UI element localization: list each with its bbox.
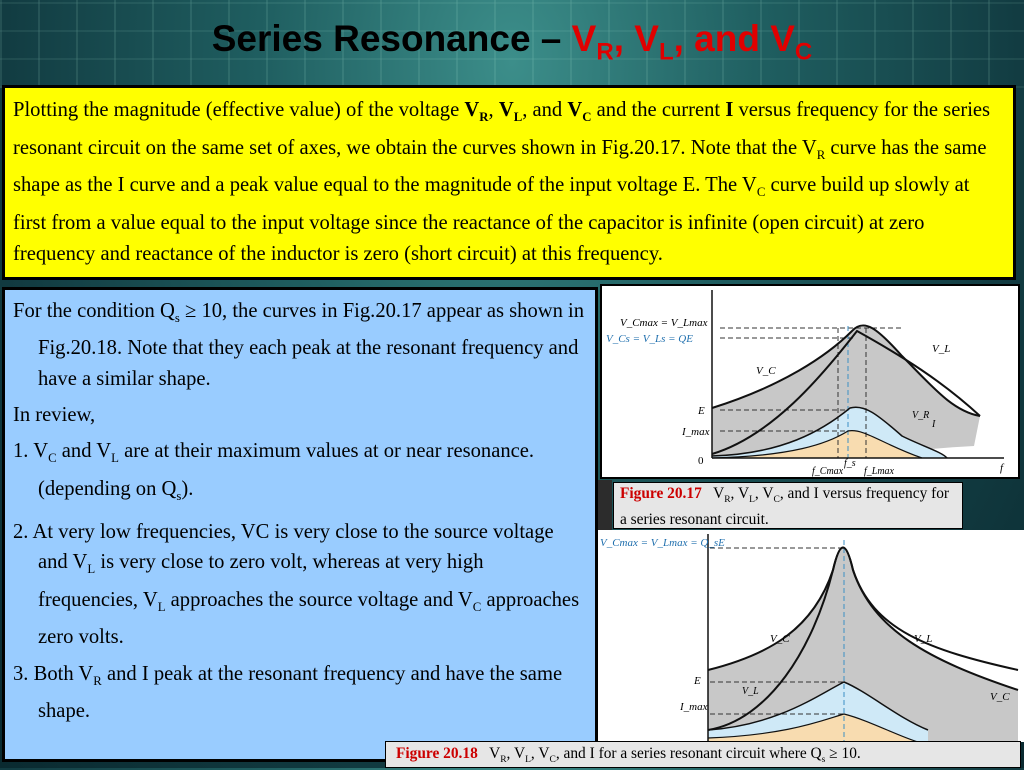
label-vl-left: V_L (742, 686, 759, 697)
label-vr: V_R (912, 410, 929, 421)
vl-curve (707, 546, 1019, 731)
label-vcmax-vlmax-qse: V_Cmax = V_Lmax = Q_sE (600, 537, 725, 549)
review-item-2: 2. At very low frequencies, VC is very c… (13, 521, 580, 649)
intro-text-box: Plotting the magnitude (effective value)… (2, 85, 1016, 280)
label-zero: 0 (698, 455, 704, 467)
figure-20-17-caption: Figure 20.17 VR, VL, VC, and I versus fr… (613, 482, 963, 529)
label-vc-right: V_C (990, 691, 1010, 703)
label-e: E (697, 405, 705, 417)
review-text-box: For the condition Qs ≥ 10, the curves in… (2, 287, 598, 762)
slide-title: Series Resonance – VR, VL, and VC (0, 18, 1024, 66)
vr-curve (707, 681, 929, 731)
i-curve (711, 430, 923, 459)
label-imax: I_max (679, 701, 708, 713)
i-fill (708, 714, 918, 742)
figure-20-17-graph: V_Cmax = V_Lmax V_Cs = V_Ls = QE V_L V_C… (606, 290, 1005, 477)
label-flmax: f_Lmax (864, 466, 895, 477)
vc-vl-envelope-fill (712, 325, 980, 458)
vr-curve (711, 406, 948, 459)
figure-20-17: V_Cmax = V_Lmax V_Cs = V_Ls = QE V_L V_C… (600, 284, 1020, 479)
guide-lines (710, 547, 846, 715)
review-item-3: 3. Both VR and I peak at the resonant fr… (13, 662, 563, 722)
label-i: I (931, 419, 936, 430)
label-vl: V_L (914, 633, 932, 645)
label-f: f (1000, 462, 1005, 474)
circuit-board-header-decoration (0, 0, 1024, 88)
i-fill (712, 430, 922, 458)
figure-backdrop (598, 480, 612, 530)
i-curve (707, 713, 919, 742)
vl-curve (711, 329, 981, 455)
review-heading: In review, (13, 404, 96, 426)
vc-vl-envelope-fill (708, 547, 1018, 742)
vc-curve (711, 324, 981, 417)
label-fcmax: f_Cmax (812, 466, 844, 477)
review-item-1: 1. VC and VL are at their maximum values… (13, 440, 535, 503)
label-vcmax-vlmax: V_Cmax = V_Lmax (620, 317, 708, 329)
label-vcs-vls: V_Cs = V_Ls = QE (606, 333, 693, 345)
label-fs: f_s (844, 458, 856, 469)
title-symbols: VR, VL, and VC (571, 18, 813, 66)
title-text: Series Resonance – (211, 18, 572, 59)
label-vc: V_C (770, 633, 790, 645)
figure-20-18-caption: Figure 20.18 VR, VL, VC, and I for a ser… (385, 741, 1021, 768)
label-imax: I_max (681, 426, 710, 438)
label-e: E (693, 675, 701, 687)
figure-20-18-graph: V_Cmax = V_Lmax = Q_sE V_C V_L V_C V_L E… (600, 534, 1019, 742)
label-vl: V_L (932, 343, 950, 355)
condition-paragraph: For the condition Qs ≥ 10, the curves in… (13, 300, 585, 390)
figure-20-18: V_Cmax = V_Lmax = Q_sE V_C V_L V_C V_L E… (598, 530, 1024, 742)
label-vc: V_C (756, 365, 776, 377)
